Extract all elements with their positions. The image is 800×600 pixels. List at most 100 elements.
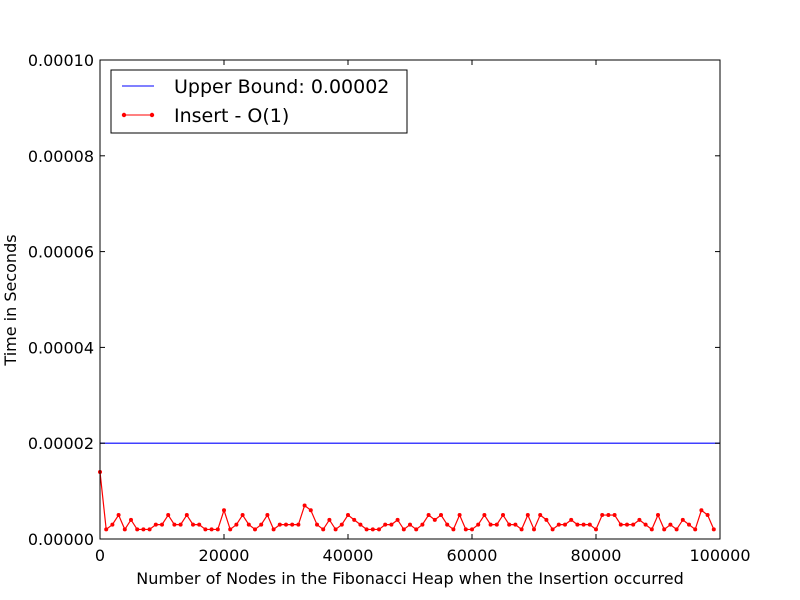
insert-data-point bbox=[401, 527, 406, 532]
insert-data-point bbox=[352, 517, 357, 522]
insert-data-point bbox=[569, 517, 574, 522]
y-tick-label: 0.00000 bbox=[28, 530, 94, 549]
y-tick-label: 0.00008 bbox=[28, 147, 94, 166]
x-tick-label: 60000 bbox=[447, 546, 498, 565]
insert-data-point bbox=[191, 522, 195, 527]
insert-data-point bbox=[563, 522, 567, 527]
insert-data-point bbox=[426, 513, 431, 518]
insert-data-point bbox=[501, 513, 505, 518]
legend-label-insert: Insert - O(1) bbox=[174, 105, 289, 127]
insert-data-point bbox=[296, 522, 301, 527]
insert-data-point bbox=[160, 522, 164, 527]
insert-data-point bbox=[550, 527, 555, 532]
insert-series-line bbox=[99, 471, 715, 531]
insert-data-point bbox=[265, 513, 270, 518]
insert-data-point bbox=[451, 527, 456, 532]
insert-data-point bbox=[476, 522, 481, 527]
insert-data-point bbox=[315, 522, 319, 527]
insert-data-point bbox=[172, 522, 177, 527]
insert-data-point bbox=[513, 522, 518, 527]
insert-data-point bbox=[600, 513, 605, 518]
insert-data-point bbox=[414, 527, 419, 532]
y-tick-label: 0.00004 bbox=[28, 338, 94, 357]
insert-data-point bbox=[643, 522, 648, 527]
insert-data-point bbox=[141, 527, 146, 532]
insert-data-point bbox=[246, 522, 251, 527]
insert-data-point bbox=[445, 522, 450, 527]
insert-data-point bbox=[687, 522, 691, 527]
insert-data-point bbox=[482, 513, 487, 518]
insert-data-point bbox=[203, 527, 208, 532]
insert-data-point bbox=[680, 517, 685, 522]
insert-data-point bbox=[457, 513, 462, 518]
insert-data-point bbox=[116, 513, 121, 518]
insert-data-point bbox=[383, 522, 388, 527]
insert-data-point bbox=[259, 522, 264, 527]
insert-data-point bbox=[290, 522, 295, 527]
insert-data-point bbox=[556, 522, 561, 527]
insert-data-point bbox=[656, 513, 660, 518]
insert-data-point bbox=[370, 527, 375, 532]
insert-data-point bbox=[538, 513, 543, 518]
insert-data-point bbox=[395, 517, 400, 522]
insert-data-point bbox=[693, 527, 698, 532]
legend: Upper Bound: 0.00002 Insert - O(1) bbox=[110, 69, 408, 134]
insert-data-point bbox=[135, 527, 140, 532]
series-layer bbox=[98, 442, 720, 532]
insert-data-point bbox=[389, 522, 394, 527]
insert-data-point bbox=[439, 513, 443, 518]
insert-data-point bbox=[339, 522, 344, 527]
insert-data-point bbox=[532, 527, 536, 532]
insert-data-point bbox=[240, 513, 245, 518]
x-tick-label: 20000 bbox=[199, 546, 250, 565]
insert-data-point bbox=[606, 513, 611, 518]
insert-data-point bbox=[166, 513, 171, 518]
y-tick-label: 0.00006 bbox=[28, 243, 94, 262]
insert-data-point bbox=[432, 517, 437, 522]
insert-data-point bbox=[668, 522, 673, 527]
insert-data-point bbox=[699, 508, 704, 513]
insert-data-point bbox=[377, 527, 381, 532]
insert-data-point bbox=[222, 508, 226, 513]
insert-data-point bbox=[581, 522, 586, 527]
insert-data-point bbox=[519, 527, 524, 532]
insert-data-point bbox=[575, 522, 580, 527]
insert-data-point bbox=[184, 513, 189, 518]
insert-data-point bbox=[594, 527, 598, 532]
insert-data-point bbox=[637, 517, 642, 522]
insert-data-point bbox=[253, 527, 257, 532]
insert-data-point bbox=[494, 522, 499, 527]
x-tick-label: 100000 bbox=[689, 546, 750, 565]
x-axis-label: Number of Nodes in the Fibonacci Heap wh… bbox=[136, 569, 684, 588]
x-tick-label: 40000 bbox=[323, 546, 374, 565]
insert-data-point bbox=[544, 517, 549, 522]
insert-data-point bbox=[308, 508, 313, 513]
insert-data-point bbox=[705, 513, 710, 518]
insert-data-point bbox=[587, 522, 592, 527]
insert-data-point bbox=[674, 527, 679, 532]
insert-data-point bbox=[346, 513, 350, 518]
insert-data-point bbox=[612, 513, 617, 518]
legend-box bbox=[110, 69, 408, 134]
insert-data-point bbox=[271, 527, 276, 532]
insert-data-point bbox=[104, 527, 109, 532]
legend-marker-insert-left bbox=[121, 112, 127, 118]
insert-data-point bbox=[358, 522, 363, 527]
insert-data-point bbox=[364, 527, 369, 532]
insert-data-point bbox=[178, 522, 183, 527]
insert-data-point bbox=[129, 517, 133, 522]
insert-data-point bbox=[321, 527, 326, 532]
insert-data-point bbox=[277, 522, 282, 527]
insert-data-point bbox=[631, 522, 636, 527]
legend-marker-insert-right bbox=[149, 112, 155, 118]
insert-data-point bbox=[525, 513, 530, 518]
insert-data-point bbox=[618, 522, 623, 527]
insert-data-point bbox=[302, 503, 307, 508]
insert-data-point bbox=[228, 527, 233, 532]
insert-data-point bbox=[234, 522, 239, 527]
insert-data-point bbox=[147, 527, 152, 532]
insert-data-point bbox=[488, 522, 493, 527]
y-axis: 0.00000 0.00002 0.00004 0.00006 0.00008 0.000… bbox=[28, 51, 720, 549]
insert-data-point bbox=[470, 527, 474, 532]
